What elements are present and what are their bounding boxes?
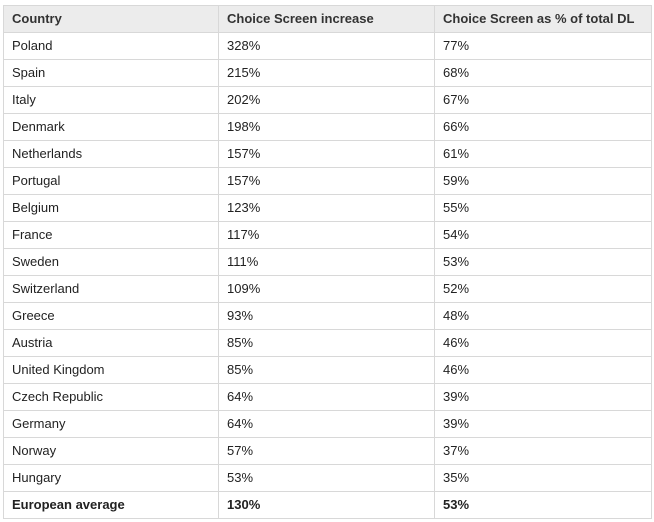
increase-cell: 215% (218, 59, 435, 87)
share-cell: 35% (434, 464, 652, 492)
average-share-cell: 53% (434, 491, 652, 519)
table-row: Belgium 123% 55% (3, 194, 652, 222)
increase-cell: 328% (218, 32, 435, 60)
header-share: Choice Screen as % of total DL (434, 5, 652, 33)
share-cell: 39% (434, 410, 652, 438)
increase-cell: 85% (218, 329, 435, 357)
share-cell: 37% (434, 437, 652, 465)
increase-cell: 117% (218, 221, 435, 249)
country-cell: Spain (3, 59, 219, 87)
share-cell: 52% (434, 275, 652, 303)
choice-screen-table: Country Choice Screen increase Choice Sc… (3, 5, 652, 519)
table-row: Spain 215% 68% (3, 59, 652, 87)
increase-cell: 202% (218, 86, 435, 114)
share-cell: 77% (434, 32, 652, 60)
increase-cell: 111% (218, 248, 435, 276)
country-cell: Austria (3, 329, 219, 357)
increase-cell: 198% (218, 113, 435, 141)
table-row: Greece 93% 48% (3, 302, 652, 330)
share-cell: 59% (434, 167, 652, 195)
average-increase-cell: 130% (218, 491, 435, 519)
share-cell: 46% (434, 356, 652, 384)
table-row: United Kingdom 85% 46% (3, 356, 652, 384)
country-cell: United Kingdom (3, 356, 219, 384)
share-cell: 53% (434, 248, 652, 276)
country-cell: Portugal (3, 167, 219, 195)
country-cell: Italy (3, 86, 219, 114)
share-cell: 39% (434, 383, 652, 411)
header-country: Country (3, 5, 219, 33)
increase-cell: 57% (218, 437, 435, 465)
header-row: Country Choice Screen increase Choice Sc… (3, 5, 652, 33)
country-cell: Poland (3, 32, 219, 60)
increase-cell: 53% (218, 464, 435, 492)
share-cell: 55% (434, 194, 652, 222)
average-label-cell: European average (3, 491, 219, 519)
increase-cell: 93% (218, 302, 435, 330)
table-row: Italy 202% 67% (3, 86, 652, 114)
share-cell: 68% (434, 59, 652, 87)
country-cell: Czech Republic (3, 383, 219, 411)
choice-screen-table-container: Country Choice Screen increase Choice Sc… (3, 5, 652, 519)
table-row: Poland 328% 77% (3, 32, 652, 60)
increase-cell: 123% (218, 194, 435, 222)
country-cell: Hungary (3, 464, 219, 492)
country-cell: Netherlands (3, 140, 219, 168)
country-cell: Denmark (3, 113, 219, 141)
country-cell: Germany (3, 410, 219, 438)
table-row: Portugal 157% 59% (3, 167, 652, 195)
share-cell: 46% (434, 329, 652, 357)
country-cell: Sweden (3, 248, 219, 276)
average-row: European average 130% 53% (3, 491, 652, 519)
country-cell: Greece (3, 302, 219, 330)
header-increase: Choice Screen increase (218, 5, 435, 33)
country-cell: Switzerland (3, 275, 219, 303)
table-row: Czech Republic 64% 39% (3, 383, 652, 411)
increase-cell: 157% (218, 140, 435, 168)
increase-cell: 64% (218, 410, 435, 438)
country-cell: France (3, 221, 219, 249)
table-row: Austria 85% 46% (3, 329, 652, 357)
table-row: Denmark 198% 66% (3, 113, 652, 141)
table-row: Switzerland 109% 52% (3, 275, 652, 303)
country-cell: Belgium (3, 194, 219, 222)
table-row: Netherlands 157% 61% (3, 140, 652, 168)
share-cell: 48% (434, 302, 652, 330)
table-row: Sweden 111% 53% (3, 248, 652, 276)
increase-cell: 64% (218, 383, 435, 411)
share-cell: 54% (434, 221, 652, 249)
country-cell: Norway (3, 437, 219, 465)
share-cell: 66% (434, 113, 652, 141)
table-row: Hungary 53% 35% (3, 464, 652, 492)
table-row: France 117% 54% (3, 221, 652, 249)
increase-cell: 85% (218, 356, 435, 384)
share-cell: 67% (434, 86, 652, 114)
table-row: Germany 64% 39% (3, 410, 652, 438)
increase-cell: 109% (218, 275, 435, 303)
increase-cell: 157% (218, 167, 435, 195)
table-row: Norway 57% 37% (3, 437, 652, 465)
share-cell: 61% (434, 140, 652, 168)
